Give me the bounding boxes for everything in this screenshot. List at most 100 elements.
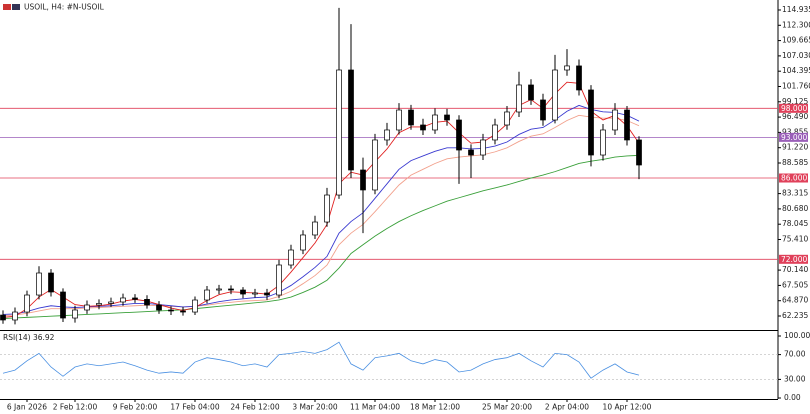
x-tick-label: 2 Apr 04:00 xyxy=(545,403,589,412)
y-tick-label: 62.235 xyxy=(782,311,808,320)
x-tick-label: 18 Mar 12:00 xyxy=(410,403,460,412)
symbol-icon xyxy=(3,4,11,10)
level-label: 93.000 xyxy=(781,133,807,142)
candle-body xyxy=(420,124,426,131)
candle-body xyxy=(552,69,558,121)
candle-body xyxy=(228,288,234,291)
candle-body xyxy=(180,310,186,313)
y-tick-label: 80.680 xyxy=(782,204,808,213)
candle-body xyxy=(300,234,306,251)
candle-body xyxy=(636,139,642,166)
candle-body xyxy=(36,272,42,296)
y-tick-label: 30.00 xyxy=(784,374,806,383)
y-tick-label: 107.030 xyxy=(782,51,810,60)
y-tick-label: 96.490 xyxy=(782,112,808,121)
candle-body xyxy=(360,169,366,191)
level-label: 86.000 xyxy=(781,174,807,183)
candle-body xyxy=(204,289,210,301)
candle-body xyxy=(576,65,582,91)
candle-body xyxy=(120,297,126,303)
x-tick-label: 24 Feb 12:00 xyxy=(230,403,279,412)
candle-body xyxy=(156,304,162,311)
candle-body xyxy=(624,109,630,141)
x-tick-label: 2 Feb 12:00 xyxy=(53,403,98,412)
candle-body xyxy=(588,89,594,156)
y-tick-label: 67.505 xyxy=(782,280,808,289)
y-tick-label: 70.00 xyxy=(784,350,806,359)
y-tick-label: 70.140 xyxy=(782,265,808,274)
candle-body xyxy=(528,84,534,101)
candle-body xyxy=(444,114,450,121)
candle-body xyxy=(276,264,282,296)
y-tick-label: 93.855 xyxy=(782,127,808,136)
candle-body xyxy=(564,65,570,71)
rsi-line xyxy=(2,341,640,379)
candle-body xyxy=(492,124,498,141)
level-label: 72.000 xyxy=(781,255,807,264)
candle-body xyxy=(216,288,222,291)
y-tick-label: 99.125 xyxy=(782,97,808,106)
y-tick-label: 109.665 xyxy=(782,36,810,45)
y-tick-label: 104.395 xyxy=(782,66,810,75)
y-tick-label: 83.315 xyxy=(782,189,808,198)
chart-title: USOIL, H4: #N-USOIL xyxy=(24,3,105,12)
moving-average xyxy=(2,114,640,317)
x-tick-label: 6 Jan 2026 xyxy=(7,403,47,412)
candle-body xyxy=(480,139,486,156)
y-tick-label: 0.00 xyxy=(784,393,801,402)
candle-body xyxy=(60,291,66,319)
candle-body xyxy=(348,69,354,171)
y-tick-label: 100.00 xyxy=(784,331,810,340)
y-tick-label: 64.870 xyxy=(782,296,808,305)
indicator-title: RSI(14) 36.92 xyxy=(3,333,55,342)
x-tick-label: 10 Apr 12:00 xyxy=(603,403,652,412)
level-label-box xyxy=(779,173,808,183)
moving-average xyxy=(2,104,640,315)
level-label: 98.000 xyxy=(781,104,807,113)
x-tick-label: 25 Mar 20:00 xyxy=(482,403,532,412)
candle-body xyxy=(240,289,246,295)
moving-average xyxy=(2,154,640,319)
candle-body xyxy=(516,84,522,113)
y-tick-label: 78.045 xyxy=(782,219,808,228)
y-tick-label: 114.935 xyxy=(782,5,810,14)
symbol-icon xyxy=(12,4,20,10)
candle-body xyxy=(312,221,318,236)
x-tick-label: 17 Feb 04:00 xyxy=(170,403,219,412)
candle-body xyxy=(384,129,390,141)
candle-body xyxy=(408,109,414,126)
candle-body xyxy=(12,311,18,321)
candle-body xyxy=(372,139,378,191)
x-tick-label: 11 Mar 04:00 xyxy=(350,403,400,412)
candle-body xyxy=(132,297,138,300)
y-tick-label: 88.585 xyxy=(782,158,808,167)
candle-body xyxy=(288,249,294,266)
candle-body xyxy=(456,119,462,151)
candle-body xyxy=(0,314,6,321)
x-tick-label: 9 Feb 20:00 xyxy=(113,403,158,412)
y-tick-label: 75.410 xyxy=(782,235,808,244)
candle-body xyxy=(168,309,174,312)
candle-body xyxy=(264,292,270,296)
candle-body xyxy=(540,99,546,121)
candle-body xyxy=(396,109,402,131)
y-tick-label: 91.220 xyxy=(782,143,808,152)
candle-body xyxy=(324,194,330,223)
moving-average xyxy=(2,81,640,318)
level-label-box xyxy=(779,132,808,142)
candle-body xyxy=(96,303,102,306)
y-tick-label: 112.300 xyxy=(782,20,810,29)
candle-body xyxy=(24,294,30,313)
candle-body xyxy=(108,301,114,304)
candle-body xyxy=(72,309,78,319)
candle-body xyxy=(612,109,618,131)
candle-body xyxy=(336,69,342,196)
level-label-box xyxy=(779,103,808,113)
candle-body xyxy=(468,149,474,156)
candle-body xyxy=(144,299,150,306)
level-label-box xyxy=(779,254,808,264)
candle-body xyxy=(84,304,90,311)
candle-body xyxy=(192,299,198,313)
